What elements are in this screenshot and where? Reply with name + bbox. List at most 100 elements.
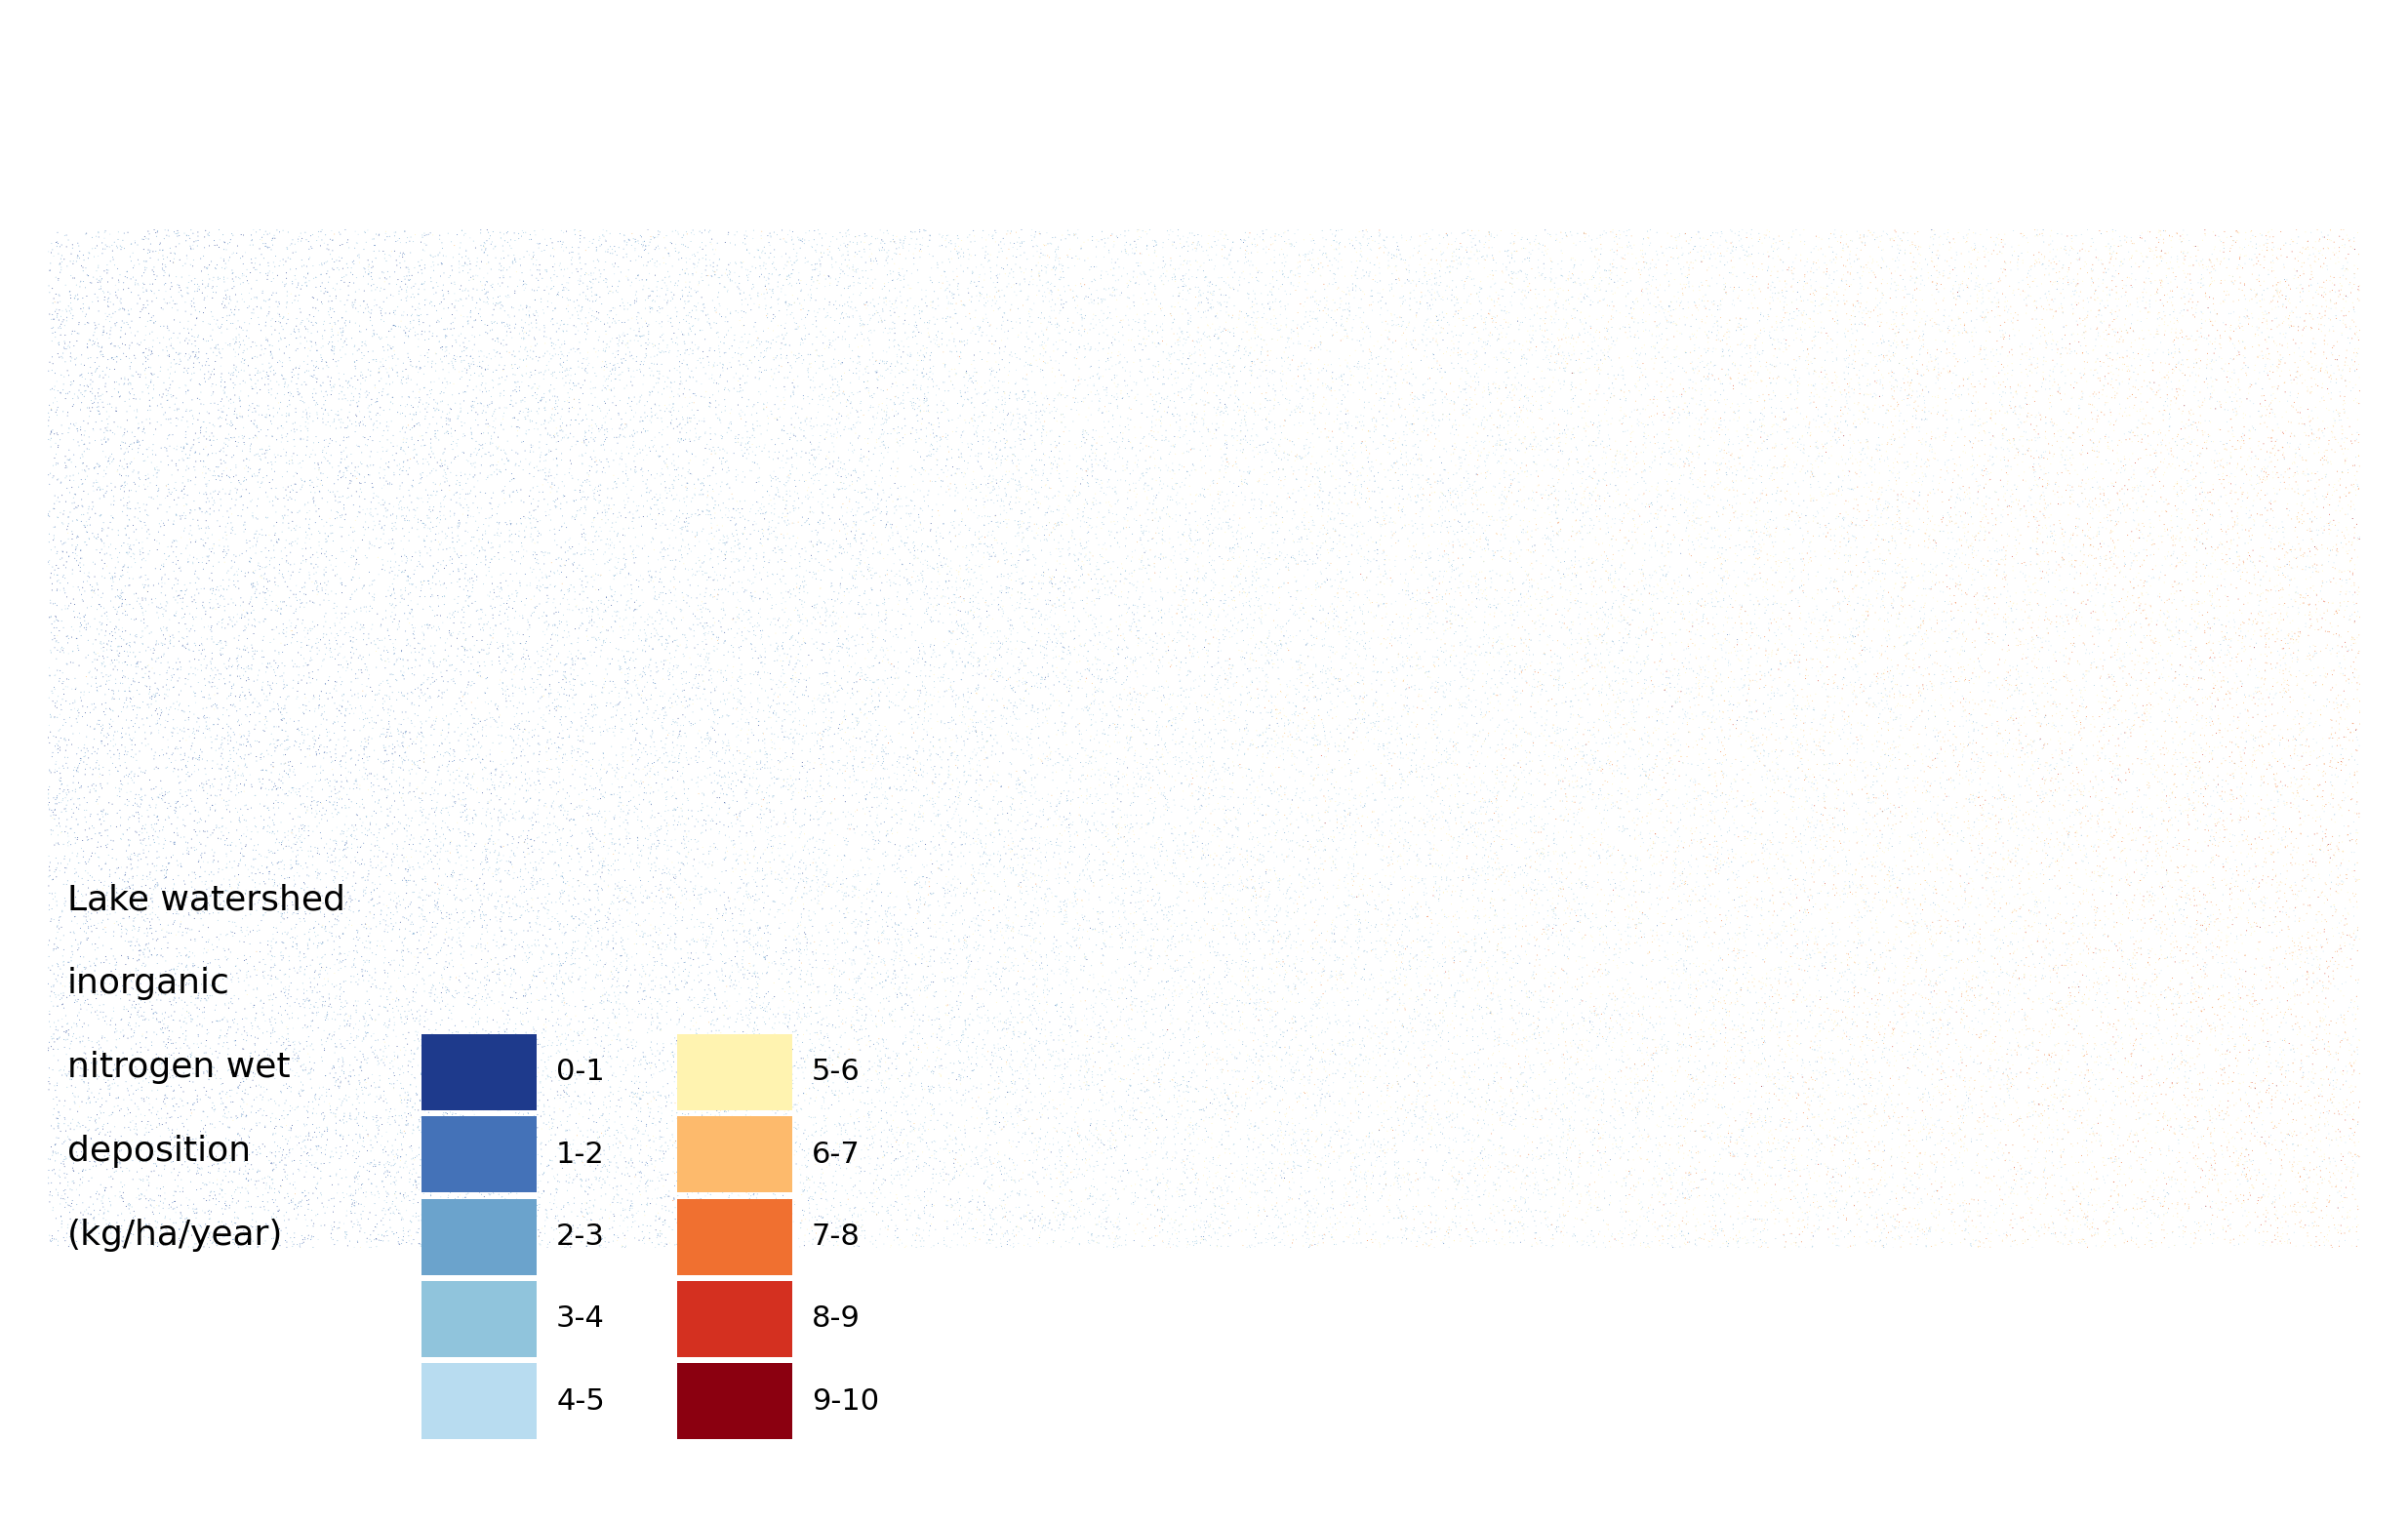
- Point: [2186, 813, 2225, 838]
- Point: [816, 1042, 855, 1066]
- Point: [378, 1043, 417, 1068]
- Point: [1873, 300, 1912, 324]
- Point: [1698, 541, 1736, 565]
- Point: [754, 1098, 792, 1122]
- Point: [987, 419, 1026, 443]
- Point: [1332, 516, 1370, 541]
- Point: [1476, 294, 1515, 318]
- Point: [130, 1186, 169, 1211]
- Point: [383, 1005, 421, 1030]
- Point: [1664, 958, 1702, 982]
- Point: [171, 725, 209, 749]
- Point: [860, 688, 898, 713]
- Point: [1832, 606, 1871, 631]
- Point: [2203, 468, 2242, 492]
- Point: [942, 556, 980, 580]
- Point: [1223, 320, 1262, 344]
- Point: [824, 536, 862, 560]
- Point: [1765, 1087, 1804, 1112]
- Point: [1392, 602, 1430, 626]
- Point: [831, 401, 869, 425]
- Point: [1332, 373, 1370, 398]
- Point: [590, 1132, 628, 1156]
- Point: [1955, 274, 1994, 299]
- Point: [848, 813, 886, 838]
- Point: [2227, 481, 2266, 506]
- Point: [246, 373, 284, 398]
- Point: [1731, 1072, 1770, 1097]
- Point: [1565, 1211, 1604, 1235]
- Point: [164, 958, 202, 982]
- Point: [742, 256, 780, 280]
- Point: [530, 1103, 568, 1127]
- Point: [506, 941, 544, 966]
- Point: [450, 739, 489, 763]
- Point: [1495, 659, 1534, 684]
- Point: [2208, 1081, 2247, 1106]
- Point: [1322, 928, 1361, 952]
- Point: [869, 568, 908, 592]
- Point: [1507, 790, 1546, 815]
- Point: [542, 864, 580, 888]
- Point: [1922, 579, 1960, 603]
- Point: [1476, 771, 1515, 795]
- Point: [291, 1057, 330, 1081]
- Point: [2232, 844, 2271, 868]
- Point: [1283, 967, 1322, 991]
- Point: [657, 1106, 696, 1130]
- Point: [607, 877, 645, 902]
- Point: [417, 341, 455, 366]
- Point: [1828, 1023, 1866, 1048]
- Point: [694, 1234, 732, 1258]
- Point: [932, 446, 970, 471]
- Point: [2044, 439, 2083, 463]
- Point: [1190, 972, 1228, 996]
- Point: [1830, 515, 1869, 539]
- Point: [910, 1223, 949, 1247]
- Point: [1601, 595, 1640, 620]
- Point: [1924, 1051, 1963, 1075]
- Point: [691, 912, 730, 937]
- Point: [1637, 346, 1676, 370]
- Point: [1830, 1051, 1869, 1075]
- Point: [421, 379, 460, 404]
- Point: [2225, 297, 2264, 321]
- Point: [429, 1068, 467, 1092]
- Point: [373, 527, 412, 551]
- Point: [149, 544, 188, 568]
- Point: [409, 705, 448, 730]
- Point: [1840, 454, 1878, 478]
- Point: [799, 585, 838, 609]
- Point: [1115, 940, 1153, 964]
- Point: [1633, 970, 1671, 995]
- Point: [2064, 1228, 2102, 1252]
- Point: [696, 676, 734, 701]
- Point: [1168, 1098, 1206, 1122]
- Point: [913, 809, 951, 833]
- Point: [140, 344, 178, 369]
- Point: [556, 682, 595, 707]
- Point: [1613, 661, 1652, 685]
- Point: [958, 710, 997, 734]
- Point: [542, 879, 580, 903]
- Point: [1112, 874, 1151, 899]
- Point: [828, 402, 867, 426]
- Point: [2326, 1069, 2365, 1094]
- Point: [1445, 1092, 1483, 1116]
- Point: [397, 1081, 436, 1106]
- Point: [1353, 530, 1392, 554]
- Point: [1765, 850, 1804, 874]
- Point: [1226, 924, 1264, 949]
- Point: [1792, 611, 1830, 635]
- Point: [1433, 268, 1471, 292]
- Point: [2001, 664, 2040, 688]
- Point: [1910, 536, 1948, 560]
- Point: [1336, 483, 1375, 507]
- Point: [1717, 1065, 1755, 1089]
- Point: [1917, 1154, 1955, 1179]
- Point: [1837, 1189, 1876, 1214]
- Point: [1206, 1078, 1245, 1103]
- Point: [2013, 704, 2052, 728]
- Point: [1009, 285, 1047, 309]
- Point: [1601, 442, 1640, 466]
